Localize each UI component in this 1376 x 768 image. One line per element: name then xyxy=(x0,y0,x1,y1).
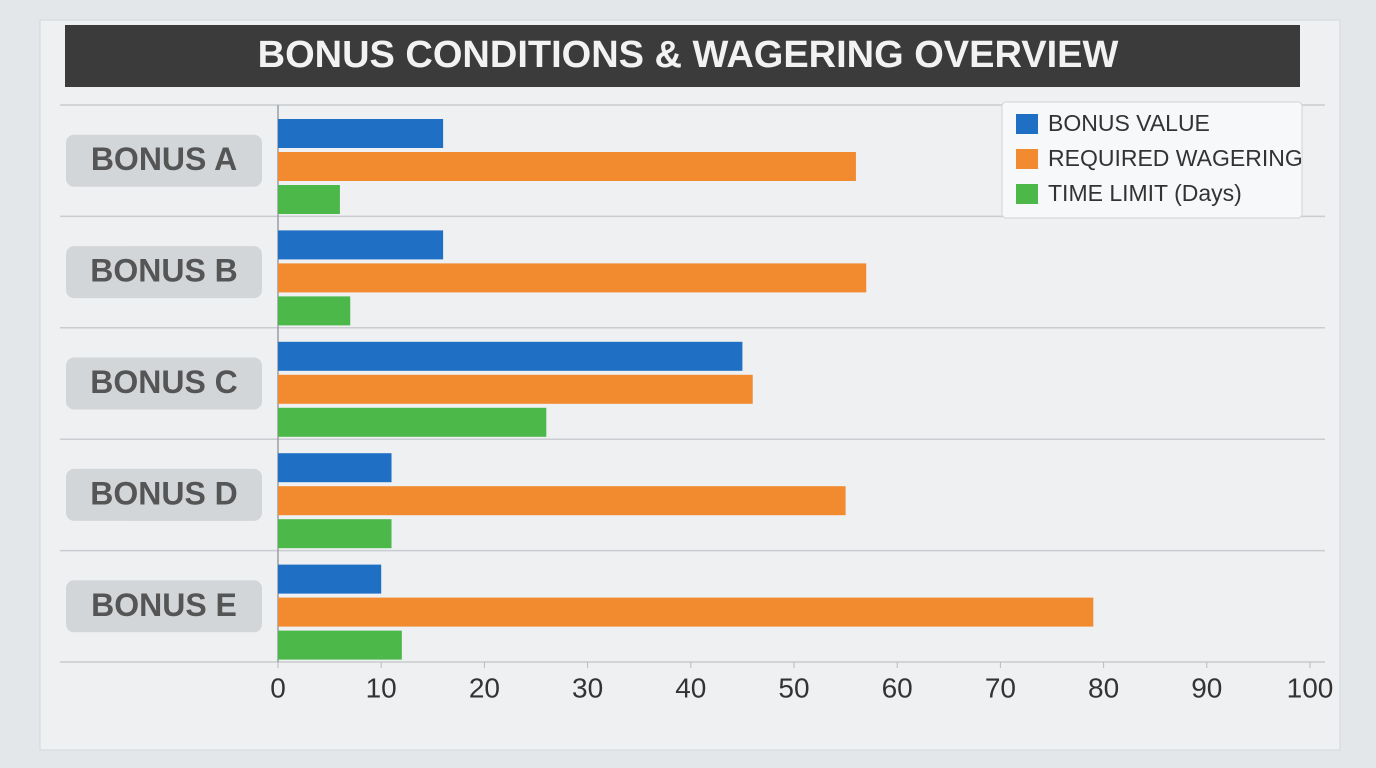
legend-swatch xyxy=(1016,149,1038,169)
x-tick-label: 60 xyxy=(882,672,913,703)
bar xyxy=(278,185,340,214)
bar xyxy=(278,374,753,404)
x-tick-label: 70 xyxy=(985,672,1016,703)
legend-label: BONUS VALUE xyxy=(1048,110,1210,136)
title-banner xyxy=(65,25,1300,87)
y-tick-label: BONUS B xyxy=(90,253,238,289)
bar xyxy=(278,407,547,437)
bar xyxy=(278,230,444,260)
y-tick-label: BONUS D xyxy=(90,475,238,511)
x-tick-label: 50 xyxy=(778,672,809,703)
x-tick-label: 20 xyxy=(469,672,500,703)
legend-box xyxy=(1001,101,1303,219)
x-tick-label: 40 xyxy=(675,672,706,703)
y-tick-label: BONUS A xyxy=(91,141,237,177)
legend-swatch xyxy=(1016,184,1038,204)
x-tick-label: 100 xyxy=(1287,672,1334,703)
x-tick-label: 10 xyxy=(366,672,397,703)
x-tick-label: 80 xyxy=(1088,672,1119,703)
category-label-box xyxy=(66,246,262,299)
x-tick-label: 90 xyxy=(1191,672,1222,703)
category-label-box xyxy=(66,134,262,187)
legend-label: REQUIRED WAGERING xyxy=(1048,145,1303,171)
legend-label: TIME LIMIT (Days) xyxy=(1048,180,1242,206)
chart-title: BONUS CONDITIONS & WAGERING OVERVIEW xyxy=(258,34,1119,76)
bar xyxy=(278,453,392,483)
x-tick-label: 30 xyxy=(572,672,603,703)
y-tick-label: BONUS E xyxy=(91,587,237,623)
bar xyxy=(278,296,351,326)
bar xyxy=(278,597,1094,627)
bar xyxy=(278,486,846,516)
bar xyxy=(278,630,402,660)
legend-swatch xyxy=(1016,114,1038,134)
bar xyxy=(278,119,444,148)
bar xyxy=(278,152,856,181)
bar xyxy=(278,564,382,594)
bar xyxy=(278,263,867,293)
category-label-box xyxy=(66,468,262,521)
x-tick-label: 0 xyxy=(270,672,286,703)
bar xyxy=(278,519,392,549)
category-label-box xyxy=(66,357,262,410)
bar xyxy=(278,341,743,371)
category-label-box xyxy=(66,580,262,633)
y-tick-label: BONUS C xyxy=(90,364,238,400)
